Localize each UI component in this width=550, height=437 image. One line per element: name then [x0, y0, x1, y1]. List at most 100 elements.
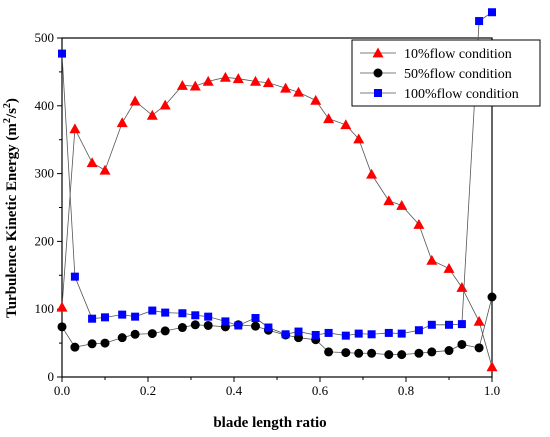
data-point: [101, 313, 109, 322]
data-point: [397, 329, 406, 338]
legend-label: 50%flow condition: [404, 67, 512, 82]
data-point: [486, 361, 498, 372]
data-point: [234, 321, 243, 330]
data-point: [57, 322, 67, 332]
data-point: [100, 338, 110, 348]
series-1: [56, 71, 498, 372]
data-point: [69, 123, 81, 134]
legend-marker: [372, 47, 384, 58]
data-point: [384, 350, 394, 360]
data-point: [396, 199, 408, 210]
data-point: [221, 317, 230, 326]
data-point: [354, 348, 364, 358]
data-point: [190, 320, 200, 330]
data-point: [70, 272, 79, 281]
data-point: [86, 157, 98, 168]
data-point: [475, 17, 484, 26]
x-tick-label: 0.2: [140, 383, 156, 398]
data-point: [160, 326, 170, 336]
data-point: [324, 347, 334, 357]
legend-label: 100%flow condition: [404, 87, 519, 102]
data-point: [488, 8, 496, 17]
data-point: [294, 327, 303, 336]
x-tick-label: 0.4: [226, 383, 243, 398]
data-point: [176, 79, 188, 90]
data-point: [445, 320, 453, 329]
data-point: [444, 346, 454, 356]
data-point: [366, 168, 378, 179]
data-point: [251, 314, 260, 323]
data-point: [293, 86, 304, 97]
data-point: [87, 339, 97, 349]
series-3: [58, 8, 496, 340]
data-point: [367, 330, 376, 339]
data-point: [341, 331, 350, 340]
data-point: [177, 323, 187, 333]
y-axis: 0 100 200 300 400 500: [35, 30, 62, 384]
data-point: [426, 254, 438, 265]
data-point: [148, 306, 157, 315]
data-point: [178, 309, 187, 318]
data-point: [147, 329, 157, 339]
data-point: [353, 133, 365, 144]
data-point: [250, 75, 261, 86]
data-point: [443, 263, 455, 273]
data-point: [251, 321, 260, 331]
data-point: [70, 342, 80, 352]
data-point: [117, 333, 127, 343]
data-point: [427, 347, 437, 357]
data-point: [367, 348, 377, 358]
legend-marker: [374, 89, 382, 97]
data-point: [202, 75, 214, 86]
data-point: [310, 94, 322, 105]
data-point: [189, 80, 201, 91]
data-point: [146, 109, 158, 120]
data-point: [474, 343, 484, 353]
series-layer: [56, 8, 498, 372]
data-point: [473, 315, 485, 326]
y-tick-label: 400: [35, 98, 55, 113]
y-tick-label: 500: [35, 30, 55, 45]
data-point: [427, 320, 436, 329]
data-point: [456, 282, 468, 292]
data-point: [354, 329, 363, 338]
data-point: [457, 320, 466, 329]
y-tick-label: 200: [35, 233, 55, 248]
data-point: [130, 329, 140, 339]
data-point: [414, 326, 423, 335]
data-point: [323, 113, 335, 124]
data-point: [131, 312, 140, 321]
data-point: [414, 348, 424, 358]
data-point: [99, 164, 111, 175]
data-point: [383, 195, 395, 206]
legend: 10%flow condition 50%flow condition 100%fl…: [351, 39, 541, 107]
x-tick-label: 0.8: [398, 383, 414, 398]
data-point: [88, 314, 97, 323]
data-point: [397, 350, 407, 360]
legend-label: 10%flow condition: [404, 47, 512, 62]
data-point: [280, 82, 292, 93]
data-point: [311, 330, 320, 339]
legend-marker: [373, 68, 383, 78]
data-point: [56, 301, 68, 312]
data-point: [457, 339, 467, 349]
y-tick-label: 0: [48, 369, 55, 384]
data-point: [129, 95, 141, 106]
data-point: [384, 328, 393, 337]
x-tick-label: 0.0: [54, 383, 70, 398]
data-point: [262, 77, 274, 88]
data-point: [203, 320, 213, 330]
data-point: [341, 348, 351, 358]
data-point: [413, 218, 425, 229]
data-point: [264, 323, 273, 332]
data-point: [340, 119, 352, 130]
data-point: [58, 49, 66, 58]
data-point: [487, 292, 497, 302]
data-point: [281, 330, 290, 339]
data-point: [204, 312, 213, 321]
y-tick-label: 100: [35, 301, 55, 316]
data-point: [116, 117, 128, 128]
data-point: [118, 310, 127, 319]
series-line: [61, 76, 493, 367]
